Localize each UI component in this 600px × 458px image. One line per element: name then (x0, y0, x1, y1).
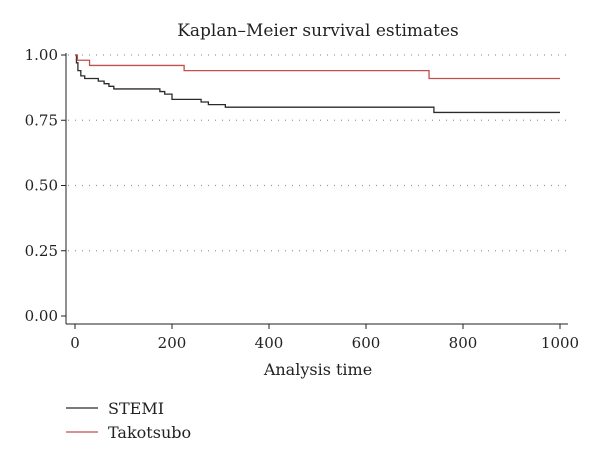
series-line-stemi (75, 54, 560, 114)
x-tick-label-1: 200 (158, 334, 187, 352)
grid-lines (68, 54, 568, 252)
chart-title: Kaplan–Meier survival estimates (177, 21, 459, 41)
plot-series (75, 54, 560, 114)
y-tick-label-1: 0.25 (25, 242, 58, 260)
y-tick-label-0: 0.00 (25, 307, 58, 325)
x-tick-label-5: 1000 (541, 334, 579, 352)
series-line-takotsubo (75, 54, 560, 80)
x-tick-label-2: 400 (255, 334, 284, 352)
x-tick-label-4: 800 (449, 334, 478, 352)
y-tick-label-3: 0.75 (25, 111, 58, 129)
legend-label-takotsubo: Takotsubo (108, 423, 191, 442)
legend-label-stemi: STEMI (108, 399, 164, 418)
y-tick-label-2: 0.50 (25, 177, 58, 195)
x-axis-label: Analysis time (263, 360, 372, 379)
x-tick-label-3: 600 (352, 334, 381, 352)
x-tick-label-0: 0 (70, 334, 80, 352)
legend: STEMI Takotsubo (66, 399, 191, 442)
y-tick-label-4: 1.00 (25, 46, 58, 64)
axes: 0.00 0.25 0.50 0.75 1.00 0 200 400 600 800 1000 (25, 46, 580, 352)
